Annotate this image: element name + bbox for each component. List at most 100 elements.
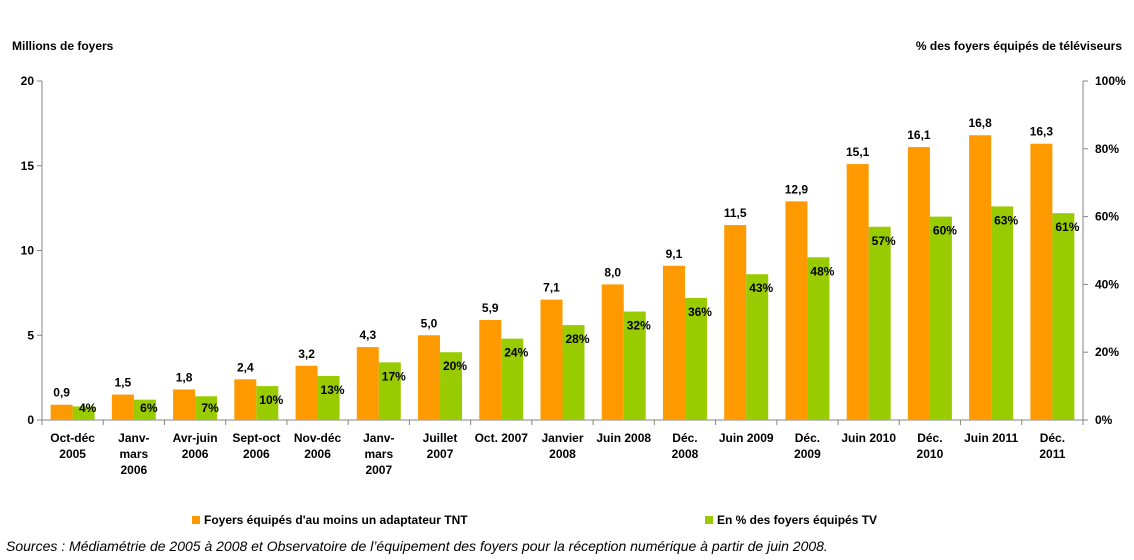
bars: 0,9 4% 1,5 6% 1,8 7% 2,4 10% 3,2 13% 4,3 17% 5,0 20% 5… <box>50 116 1080 421</box>
bar-label-percent: 4% <box>79 401 97 415</box>
bar-tnt <box>785 201 808 420</box>
bar-label-tnt: 9,1 <box>666 247 683 261</box>
bar-label-percent: 61% <box>1055 220 1079 234</box>
bar-tnt <box>846 164 869 420</box>
left-tick-label: 5 <box>27 328 34 342</box>
bar-percent <box>501 338 524 420</box>
bar-label-percent: 28% <box>565 332 589 346</box>
bar-label-percent: 13% <box>321 383 345 397</box>
bar-label-percent: 10% <box>259 393 283 407</box>
bar-tnt <box>418 335 441 420</box>
left-tick-label: 20 <box>21 74 35 88</box>
bar-label-tnt: 12,9 <box>785 182 809 196</box>
axes: 0 5 10 15 20 0% 20% 40% 60% 80% 100% Oct-déc 2005 Jan… <box>21 74 1126 477</box>
x-tick-label: Juin 2011 <box>964 431 1018 445</box>
bar-label-percent: 57% <box>872 234 896 248</box>
x-tick-label: Avr-juin 2006 <box>173 431 218 461</box>
bar-tnt <box>173 389 196 420</box>
bar-label-percent: 32% <box>627 319 651 333</box>
x-tick-label: Janvier 2008 <box>541 431 583 461</box>
legend-item-tnt: Foyers équipés d'au moins un adaptateur … <box>192 513 468 527</box>
bar-label-tnt: 5,0 <box>421 316 438 330</box>
bar-label-percent: 36% <box>688 305 712 319</box>
x-tick-label: Juillet 2007 <box>423 431 458 461</box>
x-tick-label: Juin 2008 <box>596 431 651 445</box>
bar-label-tnt: 5,9 <box>482 301 499 315</box>
bar-percent <box>256 386 279 420</box>
bar-tnt <box>356 347 379 420</box>
bar-tnt <box>295 365 318 420</box>
bar-percent <box>991 206 1014 420</box>
right-tick-label: 40% <box>1095 277 1119 291</box>
bar-percent <box>378 362 401 420</box>
bar-label-tnt: 1,8 <box>176 370 193 384</box>
bar-label-percent: 20% <box>443 359 467 373</box>
right-tick-label: 80% <box>1095 142 1119 156</box>
bar-label-tnt: 16,1 <box>907 128 931 142</box>
bar-tnt <box>969 135 992 421</box>
bar-label-tnt: 16,8 <box>968 116 992 130</box>
bar-tnt <box>479 319 502 420</box>
bar-label-tnt: 1,5 <box>115 376 132 390</box>
x-tick-label: Déc. 2009 <box>794 431 821 461</box>
bar-label-tnt: 15,1 <box>846 145 870 159</box>
x-tick-label: Janv-mars 2006 <box>118 431 149 477</box>
bar-label-percent: 63% <box>994 213 1018 227</box>
bar-label-percent: 17% <box>382 369 406 383</box>
legend-item-percent: En % des foyers équipés TV <box>705 513 877 527</box>
source-note: Sources : Médiamétrie de 2005 à 2008 et … <box>6 538 828 554</box>
bar-tnt <box>662 265 685 420</box>
bar-percent <box>929 216 952 420</box>
x-tick-label: Sept-oct 2006 <box>232 431 280 461</box>
x-tick-label: Déc. 2010 <box>917 431 944 461</box>
bar-tnt <box>234 379 257 420</box>
legend-swatch-orange <box>192 516 200 524</box>
bar-label-tnt: 16,3 <box>1030 125 1054 139</box>
bar-tnt <box>50 404 73 420</box>
bar-tnt <box>540 299 563 420</box>
bar-percent <box>72 406 95 420</box>
right-tick-label: 0% <box>1095 413 1113 427</box>
bar-tnt <box>1030 143 1053 420</box>
bar-label-percent: 60% <box>933 224 957 238</box>
x-tick-label: Nov-déc 2006 <box>294 431 342 461</box>
bar-percent <box>684 297 707 420</box>
legend-label-tnt: Foyers équipés d'au moins un adaptateur … <box>204 513 468 527</box>
bar-label-percent: 24% <box>504 346 528 360</box>
bar-label-percent: 43% <box>749 281 773 295</box>
left-axis-title: Millions de foyers <box>12 39 114 53</box>
bar-percent <box>807 257 830 420</box>
bar-tnt <box>724 225 747 420</box>
x-tick-label: Oct. 2007 <box>475 431 529 445</box>
bar-percent <box>440 352 463 420</box>
bar-label-tnt: 8,0 <box>604 265 621 279</box>
bar-percent <box>133 399 156 420</box>
bar-label-percent: 7% <box>201 401 219 415</box>
bar-tnt <box>907 147 930 421</box>
right-tick-label: 20% <box>1095 345 1119 359</box>
bar-percent <box>317 375 340 420</box>
bar-label-tnt: 2,4 <box>237 360 254 374</box>
bar-percent <box>562 325 585 420</box>
legend-label-percent: En % des foyers équipés TV <box>717 513 878 527</box>
bar-label-tnt: 3,2 <box>298 347 315 361</box>
bar-percent <box>195 396 218 420</box>
bar-label-percent: 6% <box>140 401 158 415</box>
bar-label-tnt: 4,3 <box>359 328 376 342</box>
bar-percent <box>1052 213 1075 420</box>
x-tick-label: Oct-déc 2005 <box>50 431 95 461</box>
x-tick-label: Déc. 2011 <box>1039 431 1065 461</box>
bar-tnt <box>601 284 624 420</box>
x-tick-label: Déc. 2008 <box>672 431 699 461</box>
right-tick-label: 60% <box>1095 210 1119 224</box>
bar-label-tnt: 0,9 <box>53 386 70 400</box>
bar-percent <box>746 274 769 420</box>
left-tick-label: 0 <box>27 413 34 427</box>
x-tick-label: Juin 2009 <box>719 431 774 445</box>
bar-label-percent: 48% <box>810 264 834 278</box>
x-tick-label: Janv-mars 2007 <box>363 431 394 477</box>
left-tick-label: 10 <box>21 244 35 258</box>
bar-tnt <box>111 394 134 420</box>
bar-label-tnt: 7,1 <box>543 281 560 295</box>
right-tick-label: 100% <box>1095 74 1126 88</box>
